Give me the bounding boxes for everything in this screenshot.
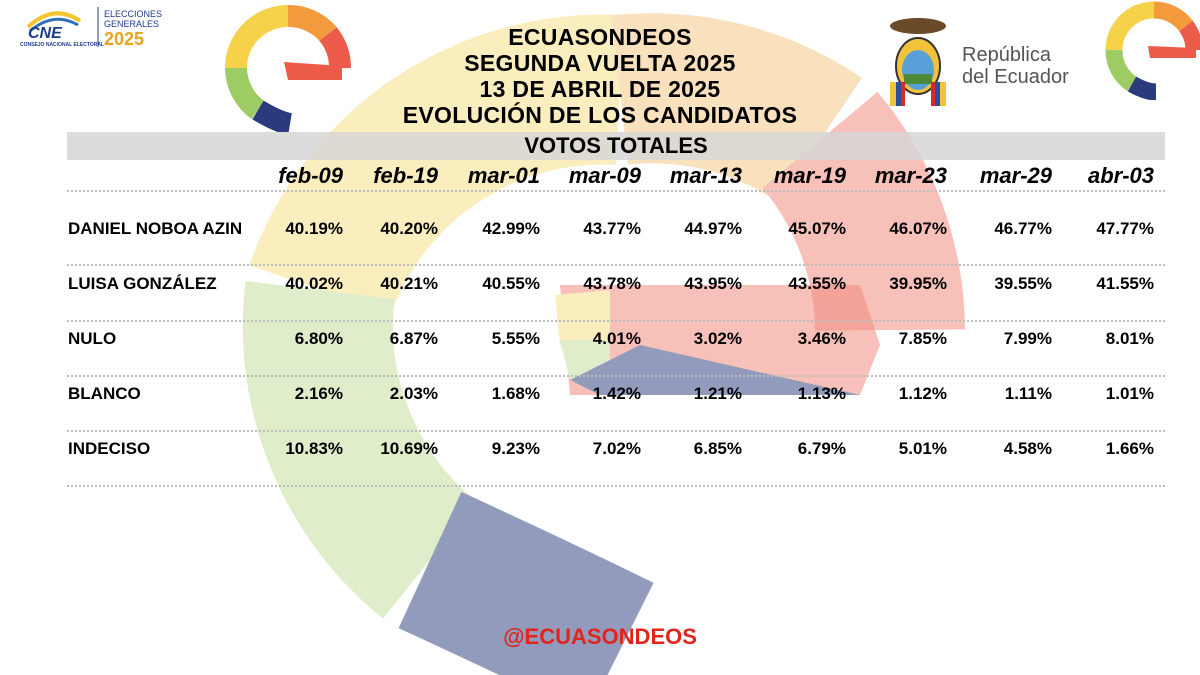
title-line-1: ECUASONDEOS xyxy=(508,24,692,50)
title-line-3: 13 DE ABRIL DE 2025 xyxy=(479,76,721,102)
table-cell: 43.95% xyxy=(684,274,742,293)
row-label: DANIEL NOBOA AZIN xyxy=(68,219,243,238)
table-cell: 1.12% xyxy=(898,384,947,403)
table-cell: 43.77% xyxy=(583,219,641,238)
chart-title-block: ECUASONDEOS SEGUNDA VUELTA 2025 13 DE AB… xyxy=(350,24,850,128)
column-header-feb-19: feb-19 xyxy=(373,163,438,188)
column-header-feb-09: feb-09 xyxy=(278,163,343,188)
table-cell: 2.03% xyxy=(389,384,438,403)
title-line-4: EVOLUCIÓN DE LOS CANDIDATOS xyxy=(402,102,798,128)
row-divider xyxy=(67,264,1165,266)
cne-small-text: CONSEJO NACIONAL ELECTORAL xyxy=(20,42,104,48)
table-cell: 6.80% xyxy=(294,329,343,348)
table-cell: 3.46% xyxy=(797,329,846,348)
table-cell: 1.66% xyxy=(1105,439,1154,458)
table-cell: 6.85% xyxy=(693,439,742,458)
republica-line1: República xyxy=(962,44,1051,66)
table-cell: 4.01% xyxy=(592,329,641,348)
table-cell: 45.07% xyxy=(788,219,846,238)
table-cell: 43.55% xyxy=(788,274,846,293)
table-cell: 43.78% xyxy=(583,274,641,293)
row-label: LUISA GONZÁLEZ xyxy=(68,274,217,293)
table-cell: 39.55% xyxy=(994,274,1052,293)
table-header-divider xyxy=(67,190,1165,192)
table-cell: 42.99% xyxy=(482,219,540,238)
table-cell: 4.58% xyxy=(1003,439,1052,458)
table-cell: 1.01% xyxy=(1105,384,1154,403)
row-label: NULO xyxy=(68,329,117,348)
table-cell: 10.69% xyxy=(380,439,438,458)
ecuasondeos-logo-left xyxy=(225,5,351,132)
elecciones-line2: GENERALES xyxy=(104,19,160,29)
row-divider xyxy=(67,430,1165,432)
elecciones-year: 2025 xyxy=(104,29,145,49)
table-cell: 7.02% xyxy=(592,439,641,458)
cne-abbr: CNE xyxy=(28,25,62,42)
table-title: VOTOS TOTALES xyxy=(67,132,1165,160)
row-divider xyxy=(67,375,1165,377)
column-header-mar-19: mar-19 xyxy=(773,163,846,188)
table-cell: 1.13% xyxy=(797,384,846,403)
table-cell: 44.97% xyxy=(684,219,742,238)
table-cell: 10.83% xyxy=(285,439,343,458)
table-cell: 7.85% xyxy=(898,329,947,348)
table-cell: 46.77% xyxy=(994,219,1052,238)
table-cell: 5.01% xyxy=(898,439,947,458)
table-cell: 3.02% xyxy=(693,329,742,348)
republica-line2: del Ecuador xyxy=(962,66,1069,88)
table-cell: 40.55% xyxy=(482,274,540,293)
republica-ecuador-logo xyxy=(878,12,1078,112)
table-cell: 1.21% xyxy=(693,384,742,403)
table-cell: 40.21% xyxy=(380,274,438,293)
table-cell: 41.55% xyxy=(1096,274,1154,293)
cne-logo: CNE CONSEJO NACIONAL ELECTORAL ELECCIONE… xyxy=(20,5,180,50)
table-cell: 40.02% xyxy=(285,274,343,293)
column-header-abr-03: abr-03 xyxy=(1087,163,1154,188)
table-cell: 1.42% xyxy=(592,384,641,403)
row-label: BLANCO xyxy=(68,384,141,403)
table-cell: 47.77% xyxy=(1096,219,1154,238)
row-label: INDECISO xyxy=(68,439,151,458)
title-line-2: SEGUNDA VUELTA 2025 xyxy=(464,50,736,76)
footer-handle: @ECUASONDEOS xyxy=(503,624,697,649)
row-divider xyxy=(67,320,1165,322)
table-cell: 46.07% xyxy=(889,219,947,238)
table-cell: 40.20% xyxy=(380,219,438,238)
column-header-mar-29: mar-29 xyxy=(979,163,1052,188)
row-divider xyxy=(67,485,1165,487)
table-cell: 40.19% xyxy=(285,219,343,238)
ecuasondeos-logo-right xyxy=(1105,1,1200,100)
column-header-mar-01: mar-01 xyxy=(467,163,540,188)
column-header-mar-23: mar-23 xyxy=(874,163,947,188)
table-cell: 1.68% xyxy=(491,384,540,403)
table-cell: 7.99% xyxy=(1003,329,1052,348)
table-cell: 2.16% xyxy=(294,384,343,403)
table-cell: 6.79% xyxy=(797,439,846,458)
table-cell: 9.23% xyxy=(491,439,540,458)
table-cell: 6.87% xyxy=(389,329,438,348)
elecciones-line1: ELECCIONES xyxy=(104,9,163,19)
table-cell: 1.11% xyxy=(1004,384,1052,403)
table-cell: 5.55% xyxy=(491,329,540,348)
table-cell: 8.01% xyxy=(1105,329,1154,348)
table-cell: 39.95% xyxy=(889,274,947,293)
column-header-mar-09: mar-09 xyxy=(568,163,641,188)
column-header-mar-13: mar-13 xyxy=(669,163,742,188)
